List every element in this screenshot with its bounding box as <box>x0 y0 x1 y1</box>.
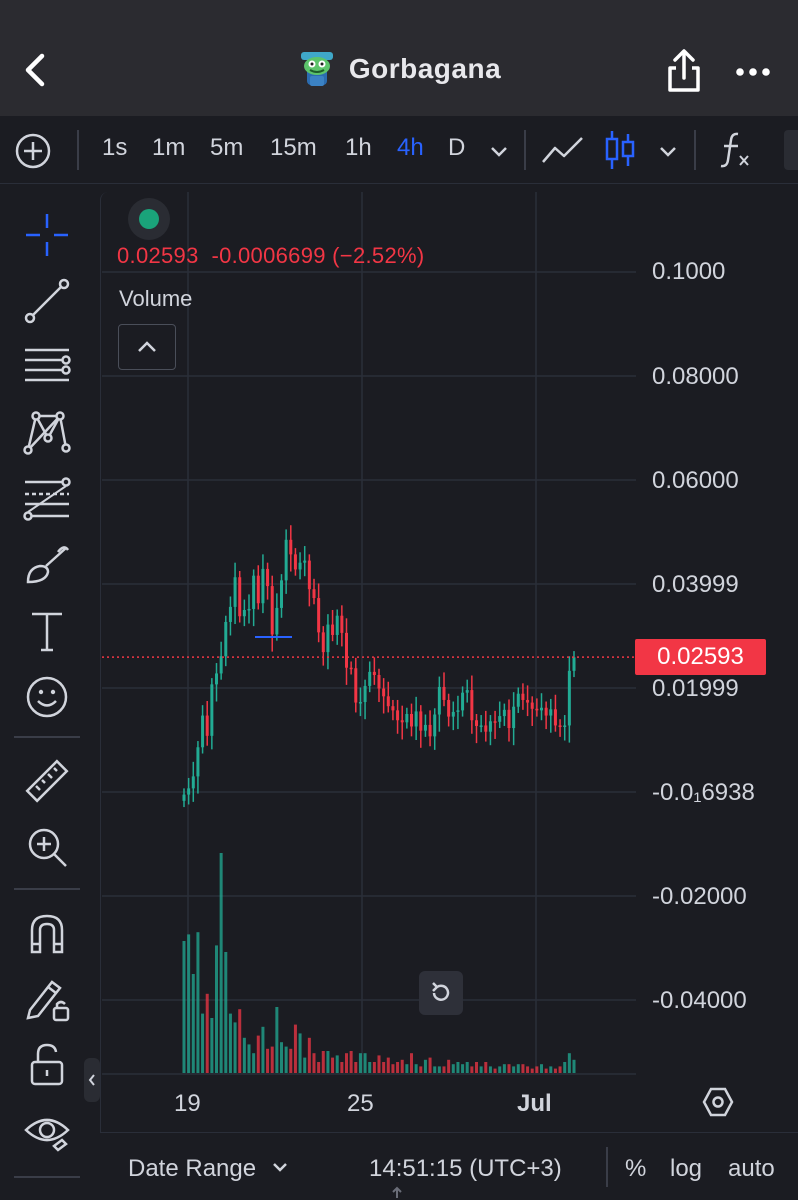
arrow-up-icon <box>392 1186 402 1198</box>
chart-bottom-bar: Date Range 14:51:15 (UTC+3) % log auto <box>100 1132 798 1200</box>
interval-4h[interactable]: 4h <box>397 134 424 161</box>
chart-toolbar: 1s 1m 5m 15m 1h 4h D <box>0 116 798 184</box>
toolbar-divider <box>524 130 526 170</box>
reset-icon <box>432 982 450 1001</box>
chevron-up-icon <box>138 341 156 352</box>
time-axis-label: 25 <box>347 1090 374 1117</box>
market-open-dot <box>139 209 159 229</box>
current-time[interactable]: 14:51:15 (UTC+3) <box>369 1155 562 1182</box>
current-price-tag: 0.02593 <box>635 639 766 675</box>
market-status-indicator[interactable] <box>128 198 170 240</box>
fib-retracement-icon[interactable] <box>22 474 72 524</box>
interval-15m[interactable]: 15m <box>270 134 317 161</box>
price-axis-label: 0.03999 <box>652 571 739 598</box>
time-axis-label: Jul <box>517 1090 552 1117</box>
app-header: Gorbagana <box>0 0 798 116</box>
percent-scale-toggle[interactable]: % <box>625 1155 647 1182</box>
price-axis-label: -0.04000 <box>652 987 747 1014</box>
toolbar-overflow[interactable] <box>784 130 798 170</box>
tools-divider <box>14 1176 80 1178</box>
drawing-toolbar <box>0 186 92 1200</box>
price-axis-label: -0.02000 <box>652 883 747 910</box>
more-horizontal-icon[interactable] <box>734 58 774 86</box>
header-title-group: Gorbagana <box>0 48 798 90</box>
eye-icon[interactable] <box>22 1106 72 1156</box>
gorbagana-logo <box>300 52 333 86</box>
ohlc-values: 0.02593 -0.0006699 (−2.52%) <box>117 243 425 268</box>
interval-1m[interactable]: 1m <box>152 134 186 161</box>
tools-divider <box>14 888 80 890</box>
time-axis-label: 19 <box>174 1090 201 1117</box>
reset-chart-button[interactable] <box>419 971 463 1015</box>
toolbar-collapse-handle[interactable] <box>84 1058 100 1102</box>
pattern-icon[interactable] <box>22 408 72 458</box>
bottom-divider <box>606 1147 608 1187</box>
date-range-button[interactable]: Date Range <box>128 1155 257 1182</box>
price-axis-label: 0.01999 <box>652 675 739 702</box>
candles-icon[interactable] <box>603 128 637 172</box>
zoom-in-icon[interactable] <box>22 822 72 872</box>
price-axis-label: 0.08000 <box>652 363 739 390</box>
brush-icon[interactable] <box>22 540 72 590</box>
toolbar-divider <box>694 130 696 170</box>
emoji-icon[interactable] <box>22 672 72 722</box>
interval-1h[interactable]: 1h <box>345 134 372 161</box>
chevron-down-icon[interactable] <box>657 144 679 160</box>
text-tool-icon[interactable] <box>22 606 72 656</box>
legend-collapse-button[interactable] <box>118 324 176 370</box>
toolbar-divider <box>77 130 79 170</box>
trend-line-icon[interactable] <box>22 276 72 326</box>
interval-d[interactable]: D <box>448 134 466 161</box>
chevron-left-icon[interactable] <box>16 50 56 90</box>
add-symbol-icon[interactable] <box>15 133 51 169</box>
auto-scale-toggle[interactable]: auto <box>728 1155 775 1182</box>
indicators-icon[interactable] <box>718 130 754 170</box>
volume-legend-label[interactable]: Volume <box>119 286 193 311</box>
price-axis-label: 0.06000 <box>652 467 739 494</box>
price-axis-label: -0.0₁6938 <box>652 779 755 806</box>
crosshair-icon[interactable] <box>22 210 72 260</box>
price-axis-label: 0.1000 <box>652 258 726 285</box>
magnet-icon[interactable] <box>22 908 72 958</box>
interval-1s[interactable]: 1s <box>102 134 128 161</box>
ruler-icon[interactable] <box>22 756 72 806</box>
interval-5m[interactable]: 5m <box>210 134 244 161</box>
chart-settings-icon[interactable] <box>702 1086 734 1118</box>
log-scale-toggle[interactable]: log <box>670 1155 703 1182</box>
chevron-down-icon[interactable] <box>270 1161 290 1175</box>
horizontal-lines-icon[interactable] <box>22 342 72 392</box>
tools-divider <box>14 736 80 738</box>
chevron-down-icon[interactable] <box>488 144 510 160</box>
line-chart-icon[interactable] <box>540 132 586 168</box>
unlock-icon[interactable] <box>22 1040 72 1090</box>
page-title: Gorbagana <box>348 53 502 84</box>
share-icon[interactable] <box>662 48 706 94</box>
lock-drawing-icon[interactable] <box>22 974 72 1024</box>
